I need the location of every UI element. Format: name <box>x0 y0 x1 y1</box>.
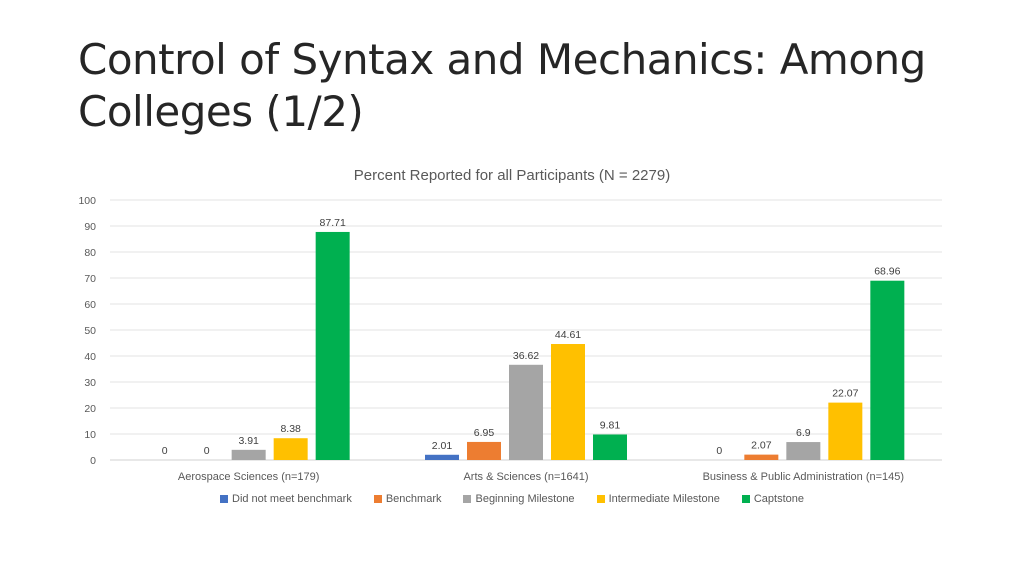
bar <box>551 344 585 460</box>
data-label: 36.62 <box>513 350 539 362</box>
data-label: 8.38 <box>280 423 301 435</box>
legend-swatch <box>463 495 472 503</box>
legend-item: Did not meet benchmark <box>220 493 352 505</box>
bar <box>744 454 779 460</box>
legend-swatch <box>741 495 750 503</box>
data-label: 0 <box>204 445 210 457</box>
slide-title: Control of Syntax and Mechanics: Among C… <box>78 35 926 136</box>
bar <box>509 364 543 460</box>
bar <box>231 449 266 460</box>
y-tick-label: 50 <box>84 325 96 337</box>
data-label: 6.9 <box>796 427 811 439</box>
bar <box>273 438 308 460</box>
legend-label: Benchmark <box>385 493 442 505</box>
x-category-label: Arts & Sciences (n=1641) <box>463 471 588 483</box>
y-tick-label: 30 <box>84 377 96 389</box>
data-label: 44.61 <box>555 329 581 341</box>
y-tick-label: 20 <box>84 403 96 415</box>
bar <box>467 441 501 460</box>
y-tick-label: 0 <box>90 455 96 467</box>
y-tick-label: 10 <box>84 429 96 441</box>
legend-label: Beginning Milestone <box>475 493 575 505</box>
y-tick-label: 60 <box>84 299 96 311</box>
legend-label: Captstone <box>753 493 804 505</box>
bar <box>315 231 350 460</box>
data-label: 9.81 <box>600 419 621 431</box>
legend-item: Captstone <box>741 493 804 505</box>
bar <box>870 280 905 460</box>
y-tick-label: 80 <box>84 247 96 259</box>
legend-item: Intermediate Milestone <box>596 493 720 505</box>
legend-swatch <box>596 495 605 503</box>
bar <box>786 442 821 460</box>
legend-swatch <box>373 495 382 503</box>
data-label: 6.95 <box>474 427 495 439</box>
data-label: 2.07 <box>751 440 772 452</box>
data-label: 0 <box>716 445 722 457</box>
data-label: 0 <box>162 445 168 457</box>
chart-legend: Did not meet benchmark Benchmark Beginning… <box>0 493 1024 505</box>
y-tick-label: 100 <box>78 195 96 207</box>
bar <box>593 434 627 460</box>
legend-item: Beginning Milestone <box>463 493 575 505</box>
bar <box>828 402 863 460</box>
bar <box>425 454 459 460</box>
y-tick-label: 40 <box>84 351 96 363</box>
data-label: 22.07 <box>832 388 858 400</box>
data-label: 2.01 <box>432 440 453 452</box>
x-category-label: Aerospace Sciences (n=179) <box>178 471 320 483</box>
data-label: 3.91 <box>238 435 259 447</box>
data-label: 68.96 <box>874 266 900 278</box>
x-category-label: Business & Public Administration (n=145) <box>703 471 904 483</box>
chart-title: Percent Reported for all Participants (N… <box>354 167 670 184</box>
y-tick-label: 70 <box>84 273 96 285</box>
legend-item: Benchmark <box>373 493 442 505</box>
data-label: 87.71 <box>320 217 346 229</box>
y-tick-label: 90 <box>84 221 96 233</box>
legend-label: Did not meet benchmark <box>232 493 352 505</box>
legend-swatch <box>220 495 228 503</box>
legend-label: Intermediate Milestone <box>608 493 720 505</box>
